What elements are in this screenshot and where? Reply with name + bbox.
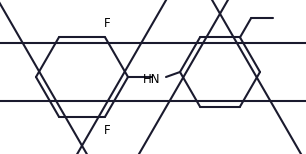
Text: HN: HN <box>143 73 161 85</box>
Text: F: F <box>104 124 110 137</box>
Text: F: F <box>104 17 110 30</box>
